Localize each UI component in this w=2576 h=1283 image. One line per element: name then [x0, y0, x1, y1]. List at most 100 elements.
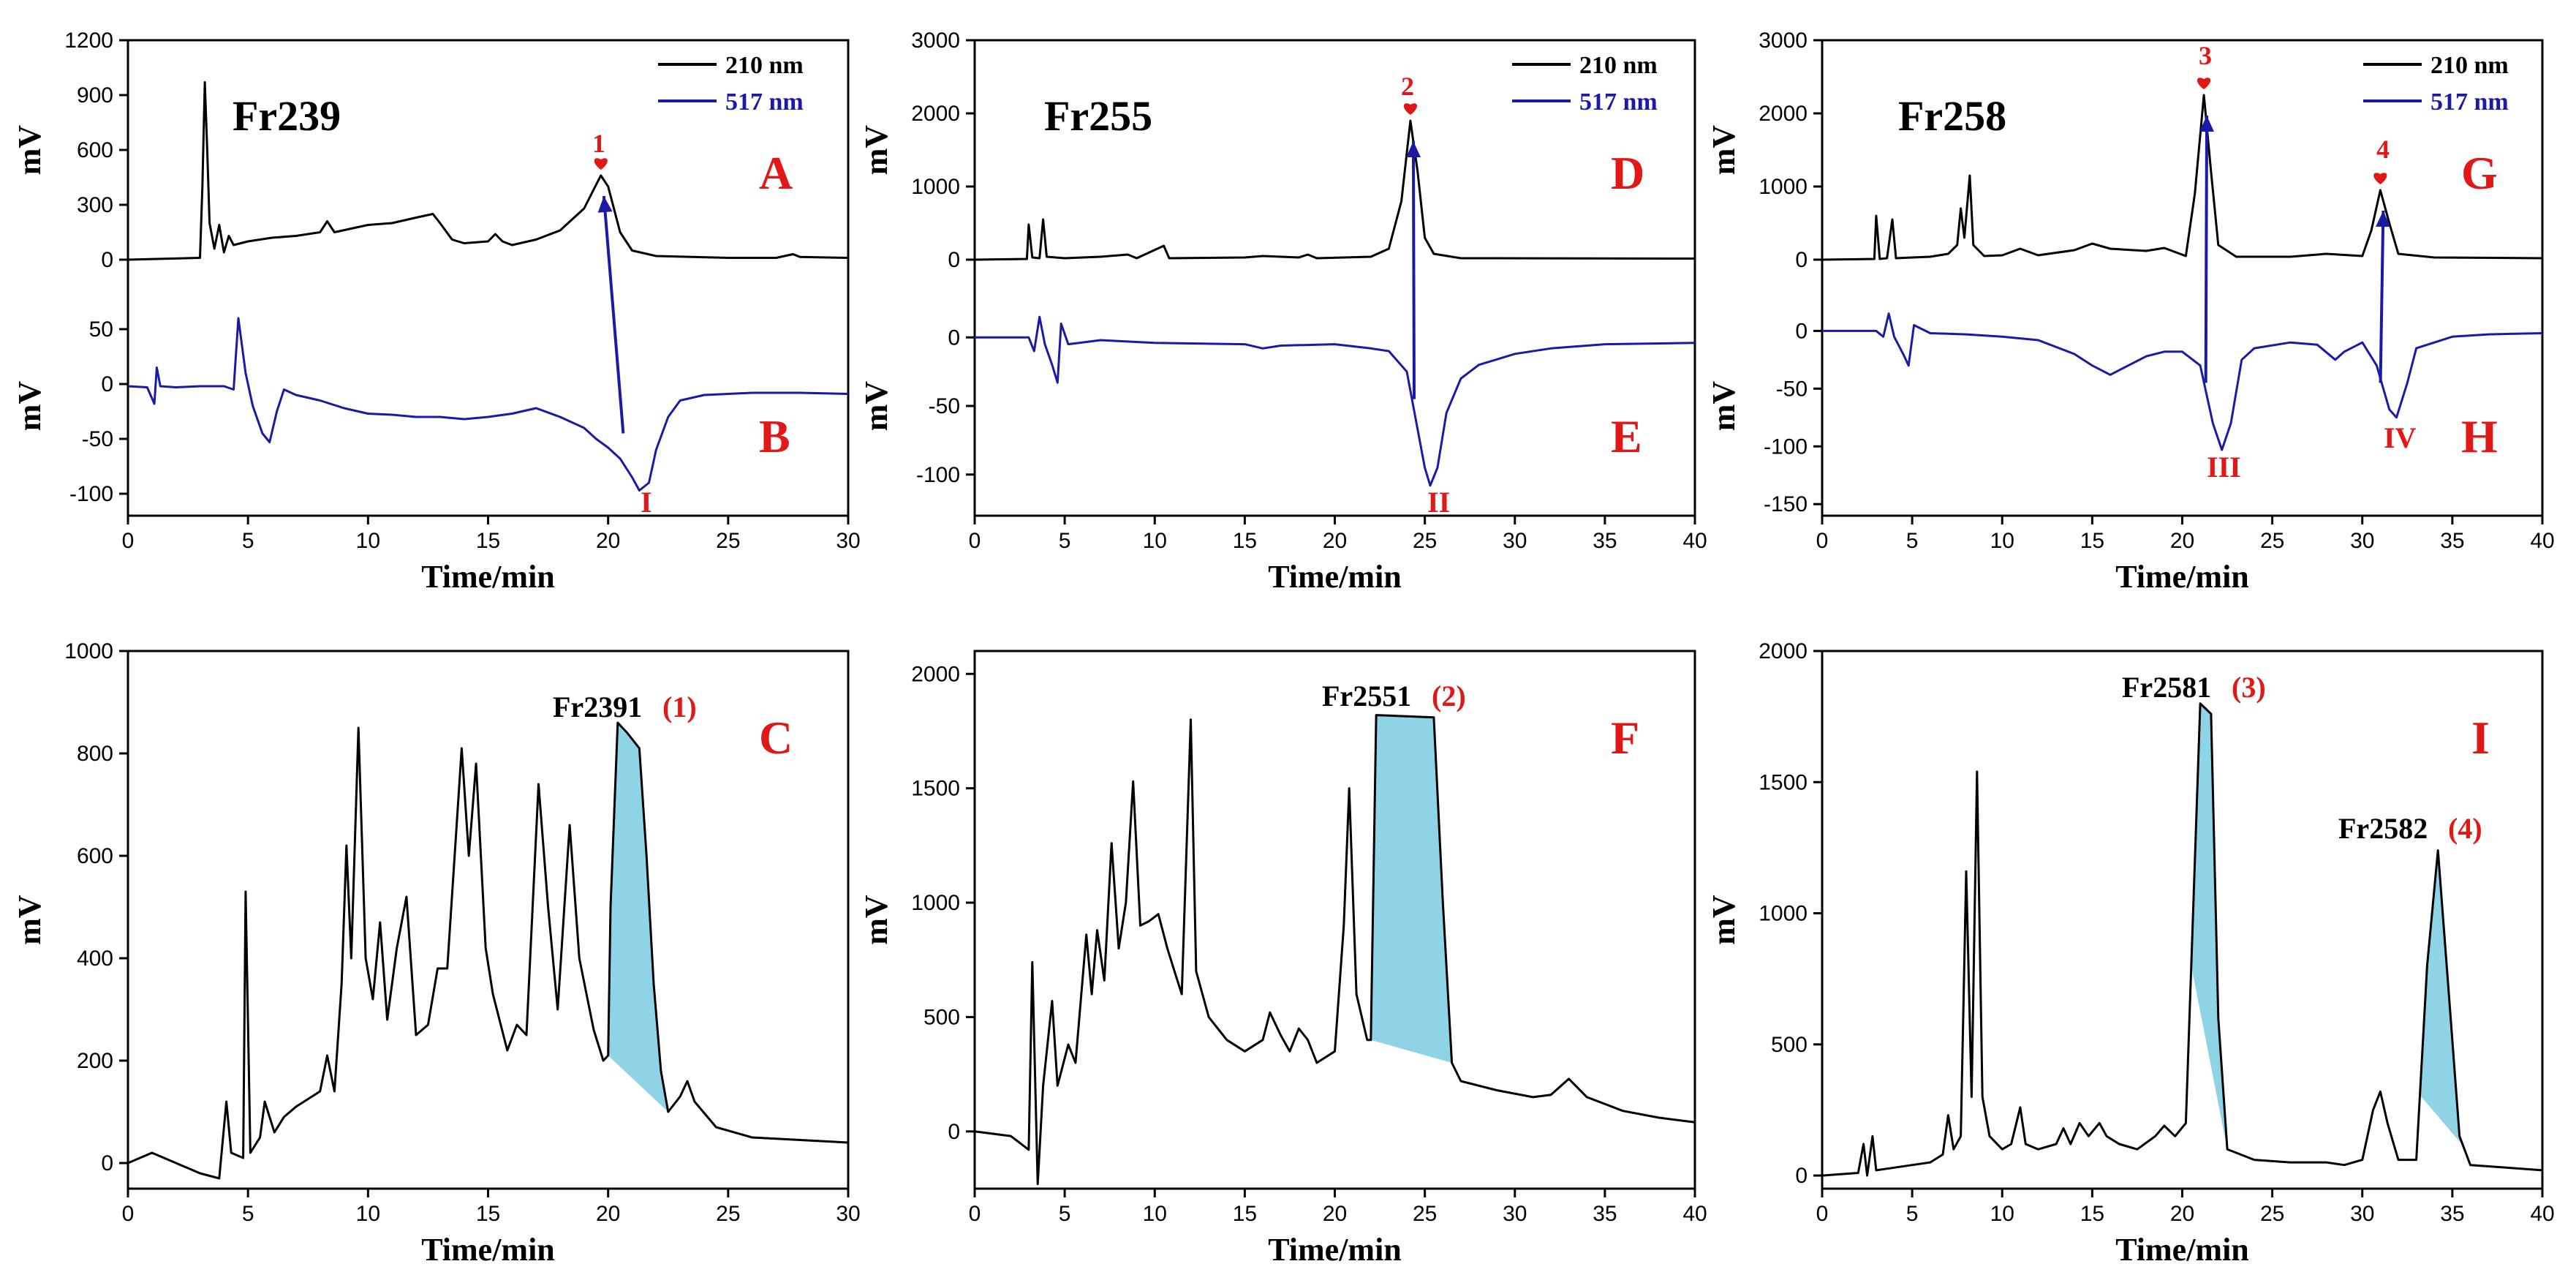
ytick-label-g: 0	[1795, 248, 1808, 272]
xtick-label-h: 20	[2170, 529, 2194, 553]
fraction-fill-i-1	[2420, 850, 2463, 1146]
ylabel-c: mV	[12, 895, 48, 945]
xtick-label-c: 30	[836, 1202, 860, 1226]
fraction-fill-c-0	[608, 723, 668, 1112]
xtick-label-e: 5	[1059, 529, 1071, 553]
xlabel-f: Time/min	[1268, 1232, 1402, 1268]
ytick-label-h: -100	[1764, 434, 1808, 459]
xtick-label-e: 10	[1143, 529, 1167, 553]
panel-a-chart: 0 300 600 900 1200 mV	[12, 29, 850, 517]
ytick-label-c: 800	[77, 742, 113, 766]
trough-label-iv: IV	[2384, 421, 2417, 454]
ylabel-b: mV	[12, 381, 48, 432]
ytick-label-g: 3000	[1759, 29, 1808, 53]
link-arrow-2	[1411, 140, 1416, 399]
ytick-label-a: 300	[77, 193, 113, 217]
ylabel-h: mV	[1706, 381, 1742, 432]
panel-e-chart: -100 -50 0 mV 0 5 10 15 20 25 30 35 40 Time/min	[858, 315, 1707, 595]
ytick-label-c: 0	[101, 1151, 113, 1175]
xtick-label-b: 0	[122, 529, 135, 553]
fraction-label-fr2391: Fr2391	[553, 691, 642, 723]
trace-e	[975, 315, 1696, 487]
fraction-fill-i-0	[2191, 703, 2228, 1150]
ytick-label-d: 3000	[911, 29, 960, 53]
ytick-label-f: 2000	[911, 662, 960, 686]
trace-c	[127, 721, 849, 1180]
xtick-label-h: 0	[1816, 529, 1829, 553]
legend-a-517-label: 517 nm	[725, 89, 804, 116]
ytick-label-d: 0	[948, 248, 960, 272]
ylabel-a: mV	[12, 125, 48, 176]
xtick-label-i: 30	[2350, 1202, 2374, 1226]
xtick-label-i: 10	[1990, 1202, 2014, 1226]
panel-letter-g: G	[2461, 147, 2498, 199]
ytick-label-f: 500	[923, 1005, 960, 1029]
frame-f	[973, 650, 1696, 1190]
xtick-label-b: 5	[242, 529, 254, 553]
trace-a	[127, 81, 849, 261]
ylabel-i: mV	[1706, 895, 1742, 945]
ytick-label-a: 0	[101, 248, 113, 272]
xtick-label-i: 25	[2260, 1202, 2284, 1226]
panel-f-chart: 0 500 1000 1500 2000 mV 0 5 10 15 20 25 30 35 40 Time/m…	[858, 650, 1707, 1268]
ytick-label-c: 1000	[64, 639, 113, 663]
xtick-label-e: 0	[969, 529, 981, 553]
ytick-label-a: 600	[77, 138, 113, 162]
fraction-label-fr2581: Fr2581	[2122, 671, 2211, 704]
legend-d-210-label: 210 nm	[1579, 52, 1658, 79]
link-arrow-4-head	[2376, 211, 2391, 227]
link-arrow-3	[2204, 115, 2209, 383]
fraction-label-fr2551: Fr2551	[1322, 680, 1411, 712]
ytick-label-h: -50	[1776, 377, 1808, 401]
peak-label-3: 3	[2199, 41, 2212, 70]
xtick-label-h: 25	[2260, 529, 2284, 553]
xtick-label-e: 20	[1323, 529, 1347, 553]
link-arrow-2-head	[1405, 141, 1421, 158]
ytick-label-b: -100	[69, 482, 113, 506]
ylabel-e: mV	[858, 381, 894, 432]
ytick-label-f: 1500	[911, 777, 960, 801]
xtick-label-h: 10	[1990, 529, 2014, 553]
link-arrow-1	[602, 195, 625, 434]
trace-b	[127, 317, 849, 492]
xtick-label-f: 35	[1593, 1202, 1617, 1226]
xtick-label-f: 5	[1059, 1202, 1071, 1226]
peak-heart-1	[594, 158, 608, 170]
xtick-label-c: 25	[716, 1202, 740, 1226]
xlabel-c: Time/min	[421, 1232, 555, 1268]
ytick-label-a: 1200	[64, 29, 113, 53]
frame-c	[126, 650, 850, 1190]
ytick-label-i: 2000	[1759, 639, 1808, 663]
panel-letter-c: C	[759, 712, 793, 764]
panel-letter-a: A	[759, 147, 793, 199]
xtick-label-h: 40	[2530, 529, 2554, 553]
ylabel-g: mV	[1706, 125, 1742, 176]
trough-label-i: I	[641, 486, 652, 519]
peak-heart-3	[2197, 78, 2211, 89]
legend-d-517-label: 517 nm	[1579, 89, 1658, 116]
ytick-label-c: 600	[77, 844, 113, 868]
ytick-label-f: 1000	[911, 891, 960, 915]
trace-f	[974, 714, 1696, 1186]
ytick-label-e: -100	[916, 463, 960, 487]
ytick-label-i: 1000	[1759, 902, 1808, 926]
ytick-label-h: 0	[1795, 319, 1808, 343]
xtick-label-c: 20	[596, 1202, 620, 1226]
xtick-label-i: 5	[1906, 1202, 1919, 1226]
xtick-label-i: 20	[2170, 1202, 2194, 1226]
legend-g: 210 nm 517 nm	[2363, 52, 2509, 116]
xlabel-e: Time/min	[1268, 559, 1402, 595]
ytick-label-f: 0	[948, 1120, 960, 1144]
xtick-label-e: 35	[1593, 529, 1617, 553]
xtick-label-b: 10	[356, 529, 380, 553]
link-arrow-3-head	[2199, 116, 2214, 132]
xtick-label-e: 25	[1413, 529, 1437, 553]
ytick-label-e: -50	[929, 394, 960, 418]
xtick-label-f: 15	[1233, 1202, 1257, 1226]
ytick-label-c: 400	[77, 947, 113, 971]
link-arrow-1-head	[597, 196, 613, 213]
trace-d	[974, 119, 1696, 261]
ytick-label-a: 900	[77, 83, 113, 108]
frame-i	[1821, 650, 2544, 1190]
trough-label-ii: II	[1427, 486, 1450, 519]
